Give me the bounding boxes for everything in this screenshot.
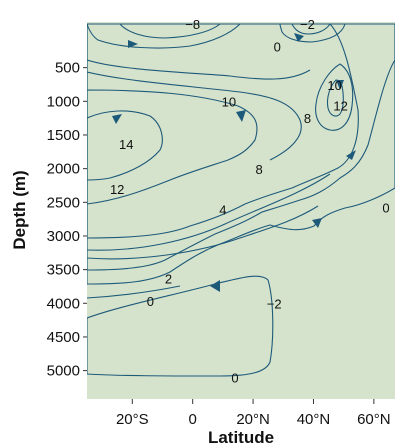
contour-label: 0 — [274, 39, 281, 54]
y-tick-label: 4000 — [47, 295, 80, 312]
contour-label: 10 — [222, 95, 236, 110]
x-axis-title: Latitude — [208, 428, 274, 447]
contour-line-b — [87, 71, 302, 161]
y-axis-title: Depth (m) — [10, 170, 29, 249]
plot-area — [87, 22, 395, 399]
x-tick-label: 60°N — [357, 411, 391, 428]
bottom-low-outer — [87, 275, 274, 377]
contour-label: 10 — [327, 78, 341, 93]
contour-label: 4 — [219, 202, 226, 217]
y-tick-label: 1000 — [47, 93, 80, 110]
contour-label: 2 — [165, 272, 172, 287]
y-tick-label: 2500 — [47, 194, 80, 211]
contour-label: 12 — [110, 182, 124, 197]
y-axis: 500 1000 1500 2000 2500 3000 3500 4000 4500 5000 — [47, 60, 87, 380]
flow-arrows — [112, 33, 356, 292]
y-tick-label: 500 — [55, 60, 80, 77]
x-tick-label: 0 — [189, 411, 197, 428]
contour-label: −2 — [300, 17, 315, 32]
x-axis: 20°S 0 20°N 40°N 60°N — [116, 399, 391, 428]
contour-fill-2 — [87, 23, 395, 271]
contour-label: 0 — [382, 200, 389, 215]
contour-label: 12 — [333, 99, 347, 114]
y-tick-label: 1500 — [47, 127, 80, 144]
contour-fill-0 — [87, 23, 395, 285]
contour-fill-12 — [87, 110, 163, 181]
surface-low-north-inner — [291, 23, 332, 35]
contour-label: 0 — [231, 371, 238, 386]
contour-line-c — [87, 173, 331, 251]
contour-fill-4 — [87, 23, 359, 239]
surface-low-north — [279, 23, 346, 43]
y-tick-label: 2000 — [47, 161, 80, 178]
arrow-deep-north — [312, 218, 322, 228]
contour-label: 8 — [256, 162, 263, 177]
surface-low-south — [87, 23, 242, 49]
arrow-south-high — [112, 114, 122, 124]
arrow-east-deep — [346, 150, 356, 160]
arrow-surface-south — [128, 40, 138, 48]
x-tick-label: 20°S — [116, 411, 149, 428]
contour-label: 0 — [147, 294, 154, 309]
contour-label: 14 — [119, 137, 133, 152]
contour-line-a — [87, 59, 311, 80]
arrow-surface-north — [294, 33, 304, 42]
zero-line-bottom — [87, 285, 181, 299]
x-tick-label: 40°N — [297, 411, 331, 428]
arrow-bottom — [210, 280, 220, 292]
y-tick-label: 5000 — [47, 363, 80, 380]
contour-label: −8 — [185, 17, 200, 32]
y-tick-label: 3000 — [47, 228, 80, 245]
contour-label: 8 — [304, 111, 311, 126]
north-high-outer — [315, 63, 354, 131]
y-tick-label: 4500 — [47, 329, 80, 346]
arrow-north-high — [336, 80, 344, 90]
x-tick-label: 20°N — [236, 411, 270, 428]
contour-line-d — [87, 205, 319, 260]
contour-label: −2 — [267, 297, 282, 312]
bottom-water-fill — [87, 22, 395, 399]
contour-fill-8 — [87, 89, 258, 205]
surface-low-south-inner — [118, 23, 222, 39]
arrow-mid-10 — [236, 110, 246, 122]
y-tick-label: 3500 — [47, 262, 80, 279]
